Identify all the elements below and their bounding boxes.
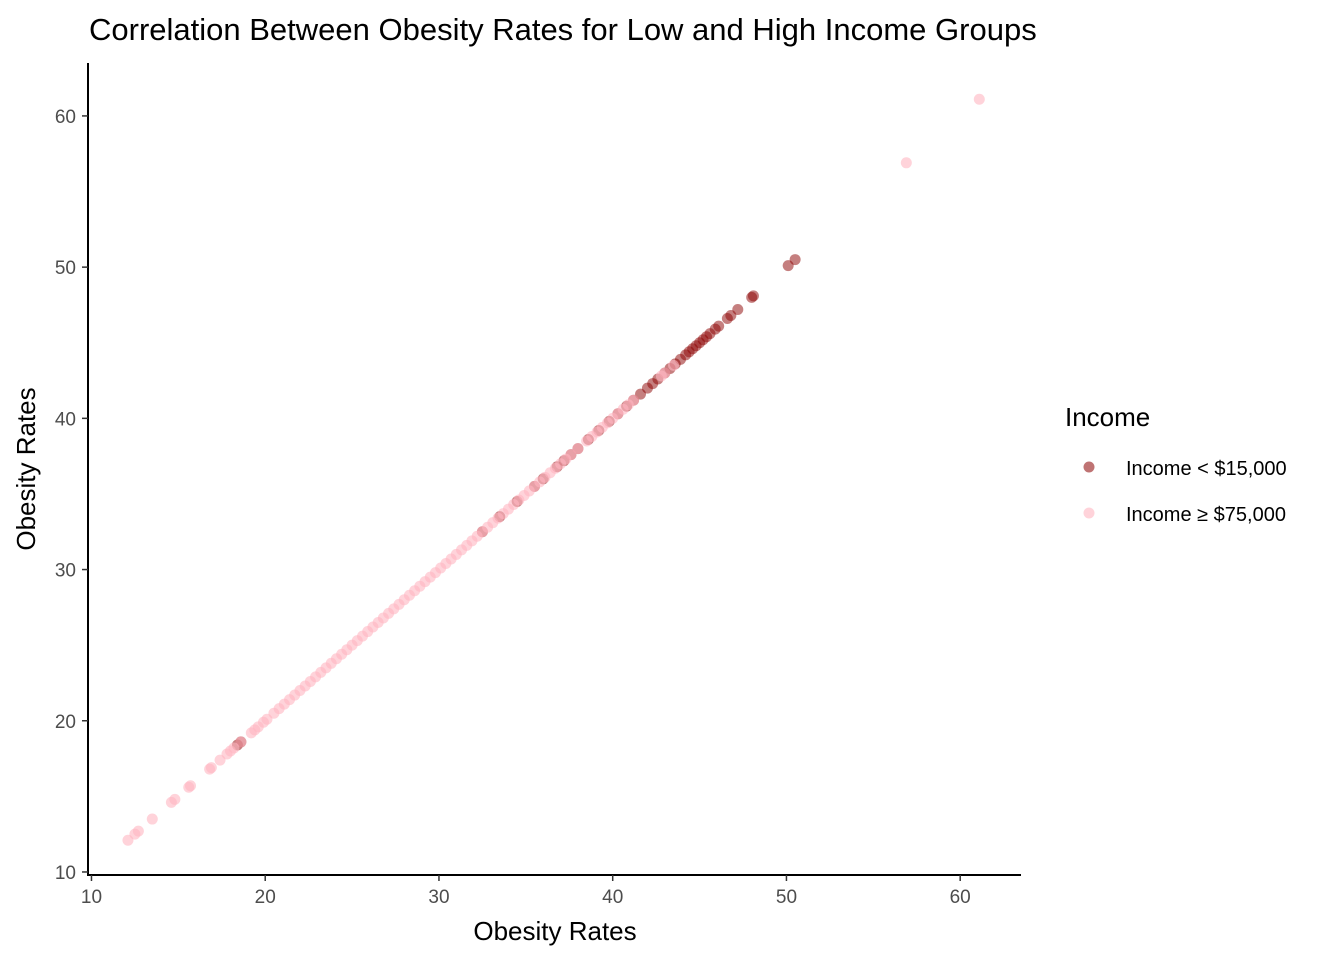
x-tick-label: 20 (255, 887, 276, 908)
data-point (205, 762, 217, 774)
data-point (713, 320, 725, 332)
data-point (732, 303, 744, 315)
y-tick-label: 10 (55, 863, 76, 884)
series-high-income (122, 93, 985, 846)
data-point (146, 813, 158, 825)
chart-title: Correlation Between Obesity Rates for Lo… (89, 12, 1037, 47)
data-point (169, 793, 181, 805)
data-point (973, 93, 985, 105)
y-ticks: 10 20 30 40 50 60 (55, 107, 88, 884)
data-point (659, 367, 671, 379)
legend-label-high-income: Income ≥ $75,000 (1126, 504, 1286, 526)
data-point (900, 157, 912, 169)
y-tick-label: 50 (55, 258, 76, 279)
y-tick-label: 20 (55, 712, 76, 733)
legend-label-low-income: Income < $15,000 (1126, 458, 1287, 480)
data-point (668, 359, 680, 371)
x-axis-title: Obesity Rates (473, 916, 636, 946)
x-tick-label: 40 (602, 887, 623, 908)
legend: Income Income < $15,000 Income ≥ $75,000 (1065, 402, 1287, 526)
legend-title: Income (1065, 402, 1150, 432)
points-layer (122, 93, 985, 846)
data-point (132, 825, 144, 837)
y-tick-label: 30 (55, 561, 76, 582)
x-tick-label: 60 (950, 887, 971, 908)
data-point (185, 780, 197, 792)
x-tick-label: 30 (428, 887, 449, 908)
x-tick-label: 50 (776, 887, 797, 908)
data-point (789, 254, 801, 266)
y-axis-title: Obesity Rates (11, 387, 41, 550)
y-tick-label: 60 (55, 107, 76, 128)
data-point (235, 736, 247, 748)
y-tick-label: 40 (55, 409, 76, 430)
x-ticks: 10 20 30 40 50 60 (81, 875, 971, 908)
legend-key-low-income (1083, 461, 1095, 473)
x-tick-label: 10 (81, 887, 102, 908)
legend-key-high-income (1083, 507, 1095, 519)
data-point (628, 394, 640, 406)
data-point (572, 443, 584, 455)
data-point (747, 290, 759, 302)
